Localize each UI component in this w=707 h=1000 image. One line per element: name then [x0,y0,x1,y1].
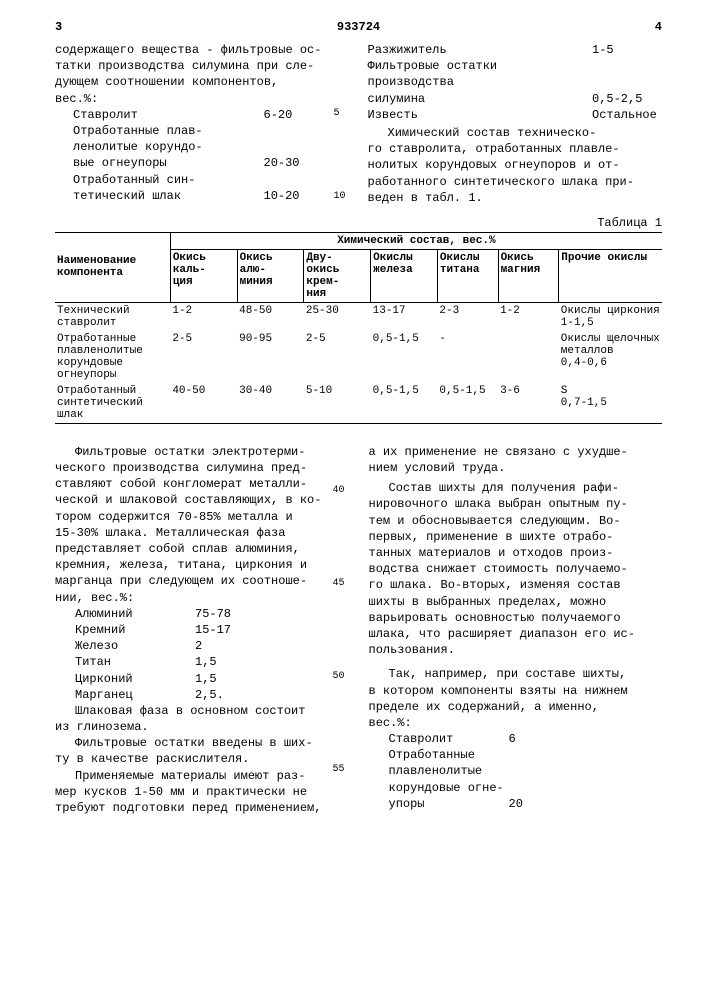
metal-label: Железо [75,638,195,654]
para: Так, например, при составе шихты, в кото… [369,666,663,731]
metal-value: 2,5. [195,687,333,703]
component-label: Отработанный син- тетический шлак [73,172,264,204]
td: 90-95 [237,331,304,383]
td-name: Технический ставролит [55,302,170,331]
top-left-intro: содержащего вещества - фильтровые ос- та… [55,42,350,107]
component-value: 20-30 [264,155,334,171]
th-col: Окислы железа [371,249,438,302]
top-right-para: Химический состав техническо- го ставрол… [368,125,663,206]
para: Фильтровые остатки введены в ших- ту в к… [55,735,333,767]
th-col: Прочие окислы [559,249,662,302]
th-group: Химический состав, вес.% [170,232,662,249]
para: Состав шихты для получения рафи- нировоч… [369,480,663,658]
component-label: Отработанные плавленолитые корундовые ог… [389,747,509,812]
para: а их применение не связано с ухудше- ние… [369,444,663,476]
td: 0,5-1,5 [371,383,438,424]
td: 1-2 [498,302,559,331]
td: S 0,7-1,5 [559,383,662,424]
component-label: Отработанные плав- ленолитые корундо- вы… [73,123,264,172]
component-label: Известь [368,107,593,123]
th-col: Окись алю- миния [237,249,304,302]
page-right: 4 [655,20,662,34]
table-1: Наименование компонента Химический соста… [55,232,662,424]
td [498,331,559,383]
page-left: 3 [55,20,62,34]
metal-label: Кремний [75,622,195,638]
td: 48-50 [237,302,304,331]
para: Применяемые материалы имеют раз- мер кус… [55,768,333,817]
metal-value: 1,5 [195,671,333,687]
patent-number: 933724 [337,20,380,34]
component-value: 0,5-2,5 [592,91,662,107]
td: 2-5 [304,331,371,383]
td: 2-3 [437,302,498,331]
component-label: Ставролит [389,731,509,747]
table-caption: Таблица 1 [55,216,662,230]
td: 0,5-1,5 [437,383,498,424]
metal-value: 15-17 [195,622,333,638]
table-row: Отработанный синтетический шлак 40-50 30… [55,383,662,424]
table-row: Технический ставролит 1-2 48-50 25-30 13… [55,302,662,331]
component-label: Фильтровые остатки производства силумина [368,58,593,107]
td: 2-5 [170,331,237,383]
td: - [437,331,498,383]
metal-label: Алюминий [75,606,195,622]
top-right-col: Разжижитель1-5 Фильтровые остатки произв… [368,42,663,206]
table-row: Отработанные плавленолитые корундовые ог… [55,331,662,383]
td: Окислы щелочных металлов 0,4-0,6 [559,331,662,383]
component-label: Разжижитель [368,42,593,58]
metal-value: 2 [195,638,333,654]
line-number: 50 [333,670,349,684]
component-value: Остальное [592,107,662,123]
td: 13-17 [371,302,438,331]
metal-label: Марганец [75,687,195,703]
component-value: 10-20 [264,188,334,204]
bottom-left-col: Фильтровые остатки электротерми- ческого… [55,444,349,816]
td: Окислы циркония 1-1,5 [559,302,662,331]
para: Шлаковая фаза в основном состоит из глин… [55,703,333,735]
line-number: 5 [334,107,350,121]
td: 3-6 [498,383,559,424]
component-value: 1-5 [592,42,662,58]
component-label: Ставролит [73,107,264,123]
line-number: 55 [333,763,349,777]
line-number: 40 [333,484,349,498]
td: 1-2 [170,302,237,331]
bottom-right-col: а их применение не связано с ухудше- ние… [369,444,663,816]
td: 30-40 [237,383,304,424]
th-col: Дву- окись крем- ния [304,249,371,302]
th-col: Окись каль- ция [170,249,237,302]
td: 0,5-1,5 [371,331,438,383]
component-value: 6 [509,731,663,747]
th-col: Окислы титана [437,249,498,302]
td: 40-50 [170,383,237,424]
td: 25-30 [304,302,371,331]
th-name: Наименование компонента [55,232,170,302]
component-value: 20 [509,796,663,812]
metal-label: Цирконий [75,671,195,687]
component-value: 6-20 [264,107,334,123]
td-name: Отработанные плавленолитые корундовые ог… [55,331,170,383]
td: 5-10 [304,383,371,424]
metal-value: 1,5 [195,654,333,670]
line-number: 45 [333,577,349,591]
th-col: Окись магния [498,249,559,302]
para: Фильтровые остатки электротерми- ческого… [55,444,333,606]
top-left-col: содержащего вещества - фильтровые ос- та… [55,42,350,206]
line-number: 10 [334,190,350,204]
metal-value: 75-78 [195,606,333,622]
td-name: Отработанный синтетический шлак [55,383,170,424]
metal-label: Титан [75,654,195,670]
